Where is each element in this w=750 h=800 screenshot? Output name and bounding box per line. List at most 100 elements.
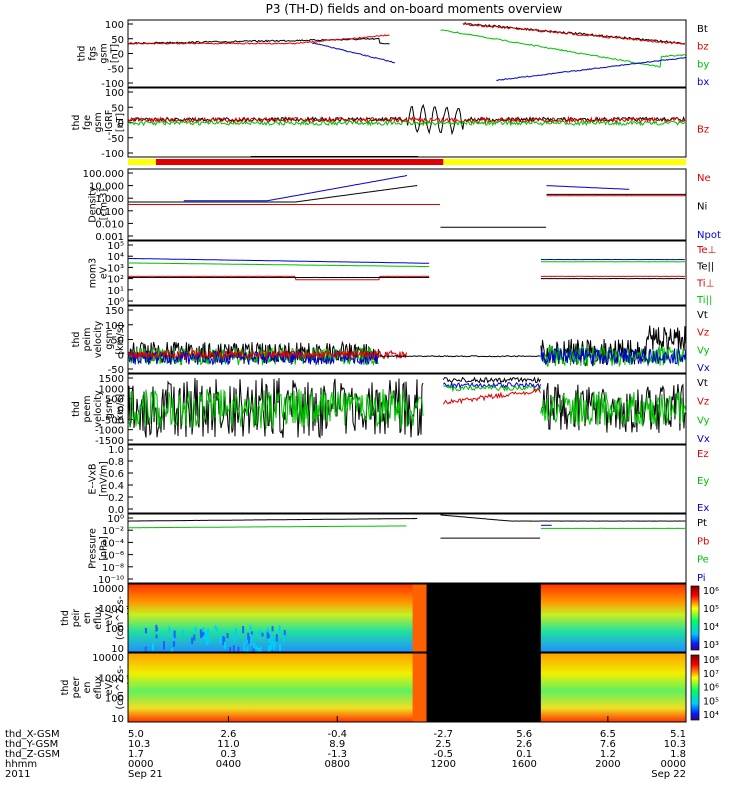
ylabel-line: peer [71,677,82,699]
spectrogram-speck [194,626,197,632]
footer-value: 5.0 [128,729,144,740]
series-Pt-right [440,514,686,522]
ytick-label: 0.4 [108,481,124,492]
spectrogram-speck [172,632,175,642]
ylabel-line: en [82,682,93,694]
colorbar-label: 10⁶ [703,586,719,597]
spectrogram-speck [201,631,204,637]
colorbar-label: 10⁶ [703,683,719,694]
ytick-label: 10⁰ [107,514,124,525]
legend-entry: Pi [697,573,706,584]
series-peem-Vz-gap [442,387,541,405]
spectrogram-speck [144,646,147,652]
footer-value: 1.2 [600,749,616,760]
footer-value: 2000 [595,759,620,770]
footer-value: 0000 [128,759,153,770]
legend-entry: bx [697,77,709,88]
footer-value: 2.5 [435,739,451,750]
spectrogram-speck [272,643,275,651]
ytick-label: -1000 [95,426,124,437]
ylabel-line: fgs [88,46,99,60]
footer-value: 2.6 [220,729,236,740]
spectrogram-speck [155,627,158,631]
ytick-label: 10000 [92,584,124,595]
spectrogram-speck [204,631,207,641]
ytick-label: -500 [101,415,124,426]
ytick-label: 100 [105,88,124,99]
colorbar [690,585,700,651]
ytick-label: 10⁻⁶ [102,551,124,562]
spectrogram-speck [208,638,211,643]
legend-entry: Vx [697,363,710,374]
ytick-label: 10⁻¹⁰ [98,575,124,586]
ytick-label: 1.000 [95,194,124,205]
ytick-label: 150 [105,306,124,317]
spectrogram-speck [267,634,270,639]
spectrogram-speck [259,646,262,656]
ytick-label: 0 [118,405,124,416]
ytick-label: 10⁰ [107,297,124,308]
spectrogram-speck [170,647,173,655]
spectrogram-speck [257,647,260,652]
spectrogram-speck [222,636,225,646]
footer-value: 1.8 [670,749,686,760]
spectrogram-speck [161,636,164,640]
series-peem-Vt-right [540,382,686,433]
ytick-label: 10⁴ [107,252,124,263]
ytick-label: -100 [101,79,124,90]
ytick-label: 100.000 [83,169,124,180]
spectrogram-speck [252,647,255,654]
spectrogram-speck [223,641,226,649]
spectrogram-speck [268,638,271,644]
spectrogram-left [128,584,424,652]
spectrogram-speck [193,634,196,641]
ytick-label: 0.2 [108,493,124,504]
colorbar-label: 10³ [703,640,719,651]
series-Pe [127,525,407,529]
panel-frame [127,19,687,88]
legend-entry: by [697,59,709,70]
legend-entry: Te⊥ [696,245,716,256]
legend-entry: Ti⊥ [696,278,714,289]
footer-label: hhmm [5,759,37,770]
legend-entry: Bt [697,24,708,35]
ylabel-line: eflux [93,606,104,630]
spectrogram-speck [249,625,252,631]
ylabel-line: mom3 [88,258,99,288]
ylabel-line: velocity [93,390,104,428]
footer-value: 0000 [661,759,686,770]
ytick-label: 0 [118,119,124,130]
colorbar-label: 10⁸ [703,655,719,666]
legend-entry: Ez [697,449,709,460]
spectrogram-speck [250,631,253,635]
ylabel-line: Pressure [88,528,99,569]
spectrogram-speck [261,632,264,637]
ytick-label: -50 [108,365,124,376]
series-bz [127,34,390,45]
legend-entry: Vy [697,415,710,426]
series-peem-Vt-gap [442,376,541,384]
legend-entry: Pt [697,518,707,529]
spectrogram-speck [271,635,274,644]
legend-entry: Pb [697,536,709,547]
ylabel-line: thd [60,610,71,626]
ylabel-line: [km/s] [115,324,126,354]
panel-frame [127,240,687,306]
series-Bt-right [462,21,685,45]
ytick-label: 100 [105,694,124,705]
spectrogram-speck [242,626,245,634]
spectrogram-speck [232,645,235,655]
spectrogram-speck [226,633,229,639]
series-dc-green [127,119,686,127]
spectrogram-speck [271,626,274,632]
spectrogram-speck [283,634,286,642]
spectrogram-speck [199,629,202,636]
footer-value: 2.6 [516,739,532,750]
colorbar-label: 10⁷ [703,669,719,680]
ytick-label: -50 [108,134,124,145]
spectrogram-speck [246,645,249,654]
ylabel-line: [mV/m] [99,461,110,497]
ytick-label: 10² [107,275,124,286]
legend-entry: Vt [697,378,708,389]
